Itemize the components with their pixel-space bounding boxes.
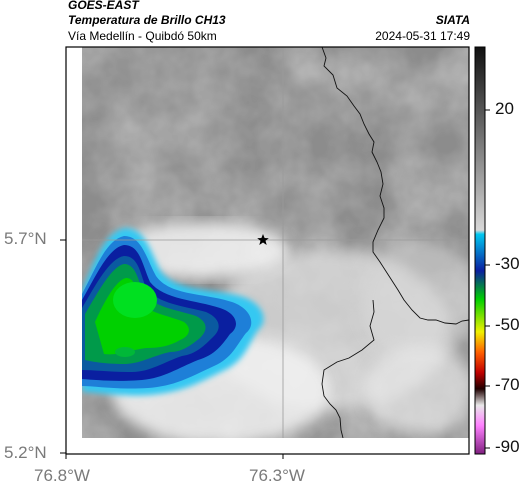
map-frame xyxy=(65,46,470,455)
colorbar-label-minus30: -30 xyxy=(495,254,520,273)
colorbar-label-minus50: -50 xyxy=(495,315,520,334)
satellite-name: GOES-EAST xyxy=(68,0,139,12)
organization-label: SIATA xyxy=(435,13,470,27)
x-tick-76.8W: 76.8°W xyxy=(34,466,90,485)
star-marker xyxy=(257,234,269,245)
convective-cloud xyxy=(82,228,264,396)
y-tick-5.2N: 5.2°N xyxy=(4,443,47,462)
brightness-temperature-image xyxy=(82,47,469,438)
department-border xyxy=(321,47,469,438)
colorbar xyxy=(474,46,490,455)
colorbar-label-minus90: -90 xyxy=(495,437,520,456)
x-tick-76.3W: 76.3°W xyxy=(249,466,305,485)
colorbar-label-minus70: -70 xyxy=(495,375,520,394)
timestamp-label: 2024-05-31 17:49 xyxy=(375,29,470,43)
region-label: Vía Medellín - Quibdó 50km xyxy=(68,29,217,43)
colorbar-label-20: 20 xyxy=(495,99,514,118)
product-title: Temperatura de Brillo CH13 xyxy=(68,13,226,27)
y-tick-5.7N: 5.7°N xyxy=(4,229,47,248)
